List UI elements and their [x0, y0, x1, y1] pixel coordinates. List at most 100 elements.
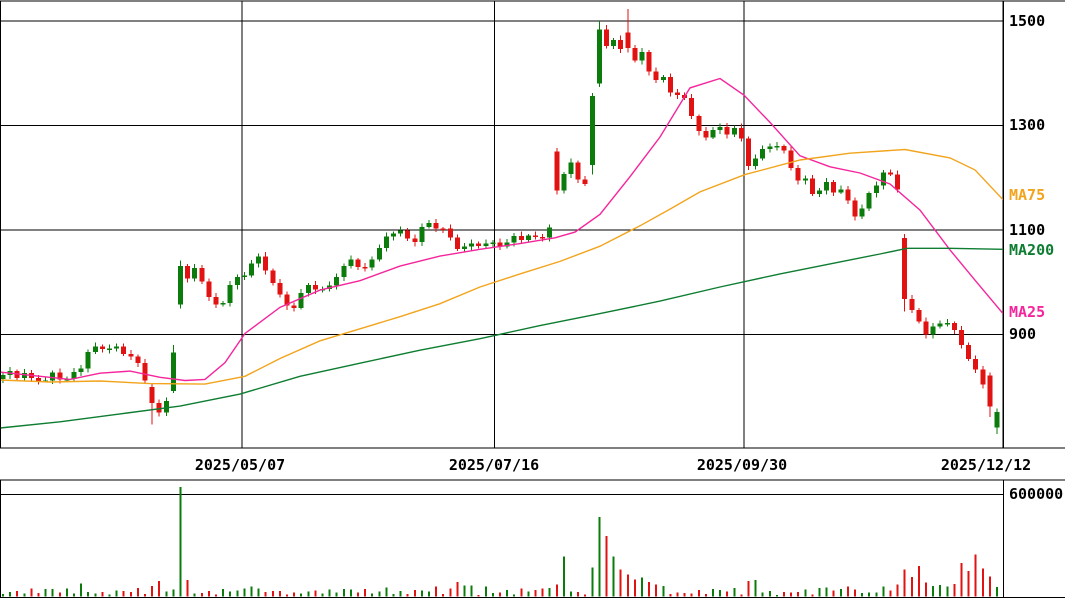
volume-bar: [747, 580, 750, 597]
candle-up: [398, 230, 404, 234]
volume-bar: [165, 591, 168, 597]
volume-bar: [839, 588, 842, 597]
candle-up: [483, 243, 489, 247]
volume-bar: [335, 592, 338, 597]
volume-bar: [591, 567, 594, 597]
volume-bar: [87, 591, 90, 597]
volume-bar: [73, 593, 75, 597]
candle-up: [383, 236, 389, 248]
candle-up: [234, 276, 240, 286]
volume-bar: [513, 594, 516, 597]
candle-down: [788, 150, 794, 169]
candle-down: [14, 371, 20, 379]
candle-up: [348, 259, 354, 267]
volume-bar: [825, 587, 828, 597]
candle-down: [312, 285, 318, 290]
volume-bar: [633, 579, 636, 597]
candle-down: [405, 230, 411, 239]
candle-up: [774, 146, 780, 148]
candle-down: [888, 172, 893, 175]
volume-bar: [797, 591, 800, 597]
ma-label-ma25: MA25: [1009, 303, 1045, 321]
volume-bar: [30, 588, 33, 597]
candle-down: [632, 48, 638, 61]
volume-bar: [435, 586, 438, 597]
volume-bar: [491, 593, 494, 597]
candle-down: [156, 402, 162, 413]
volume-bar: [51, 589, 54, 597]
candle-up: [753, 158, 759, 166]
volume-bar: [122, 590, 125, 597]
volume-bar: [669, 593, 672, 597]
candle-down: [582, 179, 588, 184]
volume-bar: [818, 588, 821, 597]
candle-down: [540, 236, 546, 239]
ma-label-ma75: MA75: [1009, 186, 1045, 204]
volume-bar: [598, 516, 601, 597]
candle-up: [802, 178, 808, 181]
candle-up: [824, 182, 830, 191]
candle-down: [284, 294, 290, 306]
candle-down: [909, 298, 915, 311]
candle-down: [277, 282, 283, 295]
volume-bar: [236, 590, 239, 597]
volume-bar: [264, 592, 267, 597]
candle-down: [263, 256, 269, 271]
candle-down: [966, 345, 972, 360]
candle-down: [845, 189, 851, 201]
ma-line-ma200: [0, 247, 1004, 429]
volume-bar: [555, 584, 558, 597]
candle-down: [646, 51, 652, 72]
volume-bar: [854, 589, 856, 597]
candle-up: [859, 208, 865, 217]
candle-down: [916, 310, 922, 322]
candle-down: [57, 372, 63, 380]
volume-bar: [981, 568, 984, 597]
candle-down: [696, 116, 702, 132]
volume-bar: [719, 590, 722, 597]
volume-bar: [442, 594, 445, 597]
candle-up: [490, 242, 496, 244]
volume-bar: [534, 590, 537, 597]
volume-bar: [882, 586, 885, 597]
candle-down: [199, 268, 205, 282]
ma-line-ma25: [0, 77, 1004, 382]
candle-down: [675, 92, 680, 96]
volume-bar: [754, 580, 757, 597]
volume-bar: [925, 582, 927, 597]
volume-bar: [193, 593, 196, 597]
volume-bar: [662, 585, 665, 597]
candle-down: [206, 281, 212, 297]
volume-bar: [939, 585, 942, 597]
volume-bar: [286, 594, 288, 597]
volume-bar: [896, 584, 899, 597]
candle-up: [760, 148, 766, 159]
candle-up: [249, 263, 254, 276]
volume-bar: [619, 569, 622, 597]
candle-up: [568, 162, 574, 175]
candle-up: [305, 285, 311, 294]
volume-bar: [676, 592, 679, 597]
volume-bar: [257, 588, 260, 597]
volume-bar: [250, 586, 253, 597]
candle-up: [114, 346, 120, 349]
ma-line-ma75: [0, 148, 1004, 385]
candle-up: [419, 226, 425, 243]
volume-bar: [484, 586, 487, 597]
volume-bar: [243, 588, 246, 597]
volume-bar: [364, 588, 367, 597]
candle-up: [717, 126, 723, 131]
candle-down: [746, 138, 751, 166]
candle-down: [724, 126, 730, 135]
volume-bar: [9, 592, 12, 597]
volume-bar: [932, 585, 935, 597]
candle-down: [270, 270, 276, 283]
candle-down: [121, 346, 127, 355]
candle-down: [795, 168, 801, 181]
volume-bar: [996, 587, 998, 597]
candle-up: [767, 146, 773, 149]
candle-up: [391, 233, 396, 237]
candle-down: [440, 228, 446, 231]
volume-bar: [321, 593, 324, 597]
